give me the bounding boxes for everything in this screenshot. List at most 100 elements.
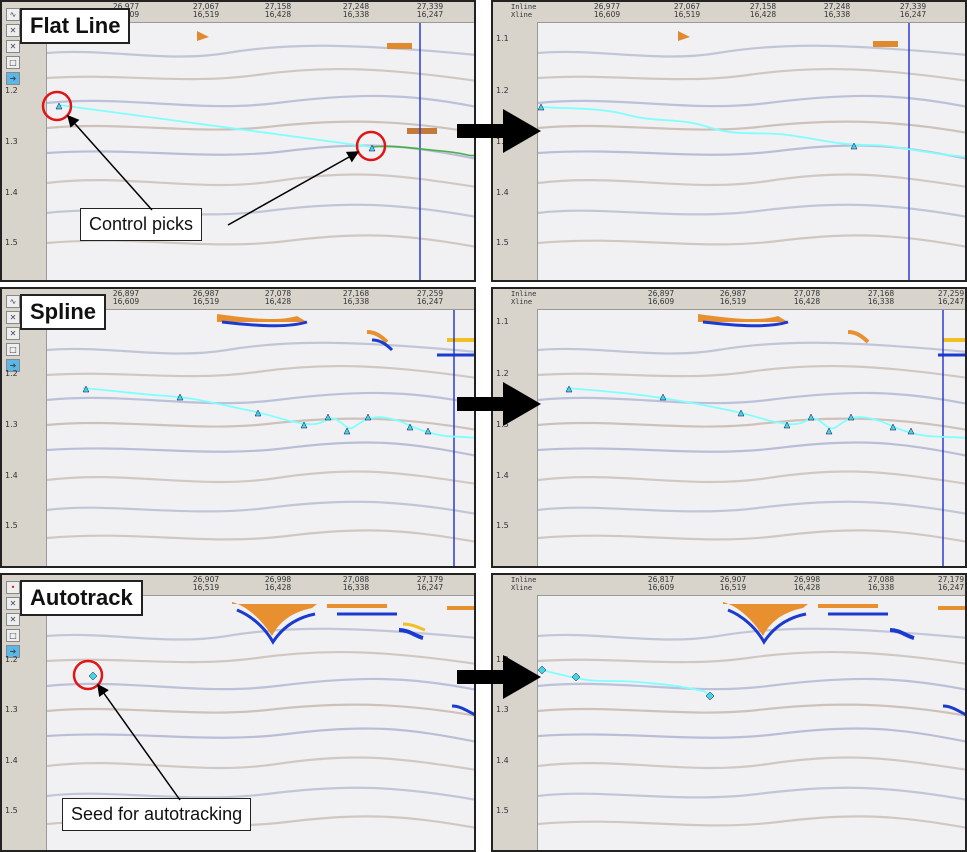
box-tool-icon[interactable]: □ [6, 629, 20, 642]
time-tick: 1.2 [496, 86, 509, 95]
time-tick: 1.2 [5, 86, 18, 95]
horizon-line [58, 104, 373, 148]
time-tick: 1.1 [496, 34, 509, 43]
trace-axis: 26,817 16,609 26,907 16,519 26,998 16,428 2… [537, 575, 965, 596]
trace-tick: 26,817 16,609 [647, 575, 675, 592]
control-pick-marker [659, 393, 667, 401]
control-picks-callout: Control picks [80, 208, 203, 241]
time-axis [24, 2, 47, 280]
control-pick-marker [406, 423, 414, 431]
trace-tick: 27,168 16,338 [342, 289, 370, 306]
autotrack-title: Autotrack [20, 580, 143, 616]
time-tick: 1.4 [5, 471, 18, 480]
control-pick-marker [424, 427, 432, 435]
pointer-tool-icon[interactable]: ➜ [6, 645, 20, 658]
pointer-tool-icon[interactable]: ➜ [6, 72, 20, 85]
trace-tick: 27,248 16,338 [823, 2, 851, 19]
trace-tick: 27,339 16,247 [416, 2, 444, 19]
control-pick-marker [324, 413, 332, 421]
control-pick-marker [907, 427, 915, 435]
trace-tick: 27,088 16,338 [867, 575, 895, 592]
time-tick: 1.3 [5, 705, 18, 714]
trace-tick: 26,897 16,609 [647, 289, 675, 306]
erase-tool-icon[interactable]: ✕ [6, 311, 20, 324]
box-tool-icon[interactable]: □ [6, 343, 20, 356]
time-tick: 1.3 [496, 420, 509, 429]
time-tick: 1.4 [5, 188, 18, 197]
trace-tick: 27,158 16,428 [749, 2, 777, 19]
tool-palette: ∿ ✕ ✕ □ ➜ [2, 2, 25, 280]
seed-callout: Seed for autotracking [62, 798, 252, 831]
time-axis [24, 289, 47, 566]
box-tool-icon[interactable]: □ [6, 56, 20, 69]
spline-title: Spline [20, 294, 107, 330]
cut-tool-icon[interactable]: ✕ [6, 40, 20, 53]
trace-tick: 27,179 16,247 [937, 575, 965, 592]
flat-after-panel: 26,977 16,609 27,067 16,519 27,158 16,428 2… [491, 0, 967, 282]
control-pick-marker [737, 409, 745, 417]
control-pick-marker [82, 385, 90, 393]
seed-marker [705, 691, 715, 701]
pointer-tool-icon[interactable]: ➜ [6, 359, 20, 372]
control-pick-marker [364, 413, 372, 421]
control-pick-marker [850, 142, 858, 150]
seed-tool-icon[interactable]: • [6, 581, 20, 594]
trace-tick: 27,067 16,519 [673, 2, 701, 19]
time-tick: 1.3 [5, 137, 18, 146]
time-tick: 1.5 [496, 806, 509, 815]
spline-before-panel: ∿ ✕ ✕ □ ➜ 26,897 16,609 26,987 16,519 27,0… [0, 287, 476, 568]
trace-axis: 26,907 16,519 26,998 16,428 27,088 16,338 2… [46, 575, 474, 596]
trace-tick: 26,987 16,519 [192, 289, 220, 306]
trace-tick: 26,998 16,428 [264, 575, 292, 592]
time-tick: 1.5 [496, 521, 509, 530]
horizon-line [539, 106, 965, 158]
seismic-section[interactable] [538, 310, 965, 566]
time-tick: 1.2 [496, 655, 509, 664]
control-pick-marker [807, 413, 815, 421]
pick-tool-icon[interactable]: ∿ [6, 8, 20, 21]
autotrack-after-panel: 26,817 16,609 26,907 16,519 26,998 16,428 2… [491, 573, 967, 852]
trace-tick: 27,078 16,428 [264, 289, 292, 306]
trace-tick: 26,907 16,519 [719, 575, 747, 592]
trace-tick: 27,259 16,247 [937, 289, 965, 306]
trace-tick: 27,179 16,247 [416, 575, 444, 592]
control-pick-marker [300, 421, 308, 429]
trace-tick: 27,078 16,428 [793, 289, 821, 306]
control-pick-marker [847, 413, 855, 421]
trace-axis: 26,897 16,609 26,987 16,519 27,078 16,428 2… [537, 289, 965, 310]
control-pick-marker [825, 427, 833, 435]
seismic-section[interactable] [47, 23, 474, 280]
seed-marker [571, 672, 581, 682]
time-tick: 1.3 [496, 137, 509, 146]
axis-header: Inline Xline [511, 3, 537, 19]
cut-tool-icon[interactable]: ✕ [6, 613, 20, 626]
seismic-section[interactable] [538, 596, 965, 850]
time-tick: 1.4 [5, 756, 18, 765]
trace-tick: 27,158 16,428 [264, 2, 292, 19]
time-tick: 1.4 [496, 188, 509, 197]
time-tick: 1.5 [5, 238, 18, 247]
trace-tick: 27,259 16,247 [416, 289, 444, 306]
flat-line-title: Flat Line [20, 8, 131, 44]
time-tick: 1.3 [5, 420, 18, 429]
time-axis [515, 575, 538, 850]
time-tick: 1.3 [496, 705, 509, 714]
seismic-section[interactable] [538, 23, 965, 280]
control-pick-marker [565, 385, 573, 393]
cut-tool-icon[interactable]: ✕ [6, 327, 20, 340]
trace-tick: 27,168 16,338 [867, 289, 895, 306]
control-pick-marker [343, 427, 351, 435]
erase-tool-icon[interactable]: ✕ [6, 597, 20, 610]
time-axis [515, 2, 538, 280]
control-pick-marker [176, 393, 184, 401]
trace-tick: 27,067 16,519 [192, 2, 220, 19]
erase-tool-icon[interactable]: ✕ [6, 24, 20, 37]
pick-tool-icon[interactable]: ∿ [6, 295, 20, 308]
trace-tick: 26,998 16,428 [793, 575, 821, 592]
trace-tick: 26,987 16,519 [719, 289, 747, 306]
time-tick: 1.1 [496, 317, 509, 326]
seismic-section[interactable] [47, 310, 474, 566]
